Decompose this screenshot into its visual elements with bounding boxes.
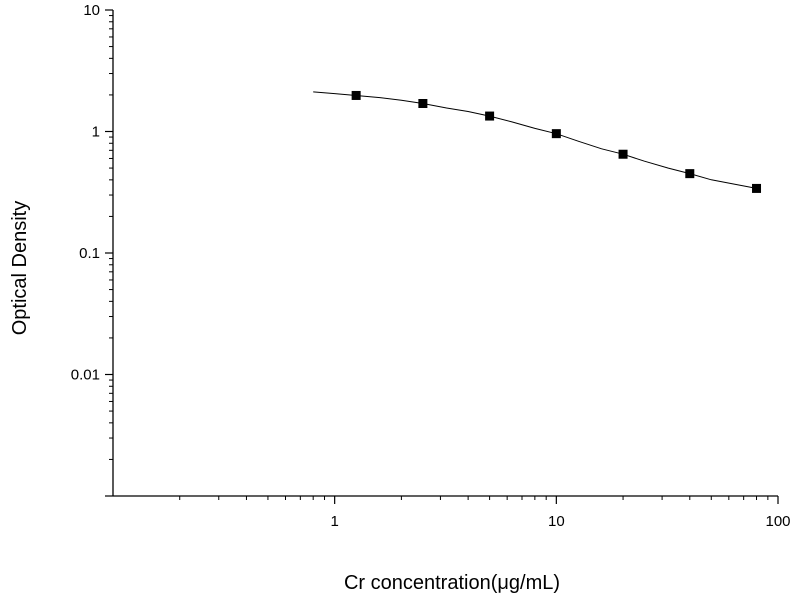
data-point xyxy=(752,183,762,193)
data-point xyxy=(551,129,561,139)
y-tick-label: 0.01 xyxy=(71,367,100,384)
data-point xyxy=(618,149,628,159)
data-point xyxy=(485,111,495,121)
x-tick-label: 1 xyxy=(330,513,338,530)
data-point xyxy=(418,99,428,109)
y-axis-title: Optical Density xyxy=(9,201,31,336)
data-points-layer xyxy=(351,90,762,193)
x-axis-title: Cr concentration(μg/mL) xyxy=(344,572,560,594)
data-point xyxy=(685,169,695,179)
y-tick-label: 1 xyxy=(92,124,100,141)
data-point xyxy=(351,90,361,100)
axes: 1 10 100 10 1 0.1 0.01 xyxy=(71,2,791,530)
x-tick-label: 10 xyxy=(548,513,565,530)
y-tick-label: 0.1 xyxy=(79,245,100,262)
fit-curve xyxy=(313,91,757,189)
y-tick-label: 10 xyxy=(83,2,100,19)
fit-curve-layer xyxy=(313,91,757,189)
x-tick-label: 100 xyxy=(765,513,790,530)
